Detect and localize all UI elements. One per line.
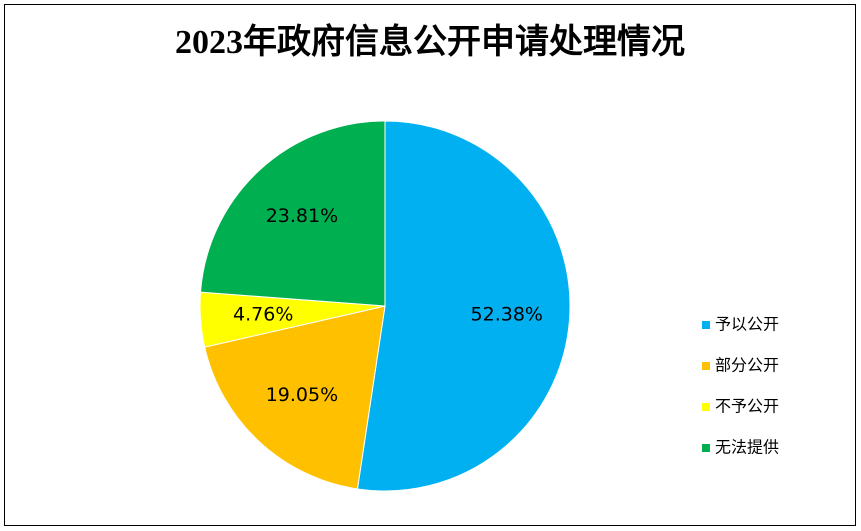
legend-label: 不予公开 <box>715 397 779 416</box>
pie-slice <box>204 305 386 490</box>
data-label: 4.76% <box>233 304 293 326</box>
pie-slice <box>199 120 386 307</box>
legend-swatch <box>702 444 710 452</box>
legend-label: 予以公开 <box>715 315 779 334</box>
pie-slice <box>356 120 571 492</box>
data-label: 52.38% <box>471 304 543 326</box>
data-label: 23.81% <box>266 205 338 227</box>
legend-swatch <box>702 403 710 411</box>
legend-label: 部分公开 <box>715 356 779 375</box>
data-label: 19.05% <box>266 384 338 406</box>
legend-label: 无法提供 <box>715 438 779 457</box>
chart-title: 2023年政府信息公开申请处理情况 <box>175 22 685 61</box>
legend-swatch <box>702 362 710 370</box>
legend-swatch <box>702 321 710 329</box>
